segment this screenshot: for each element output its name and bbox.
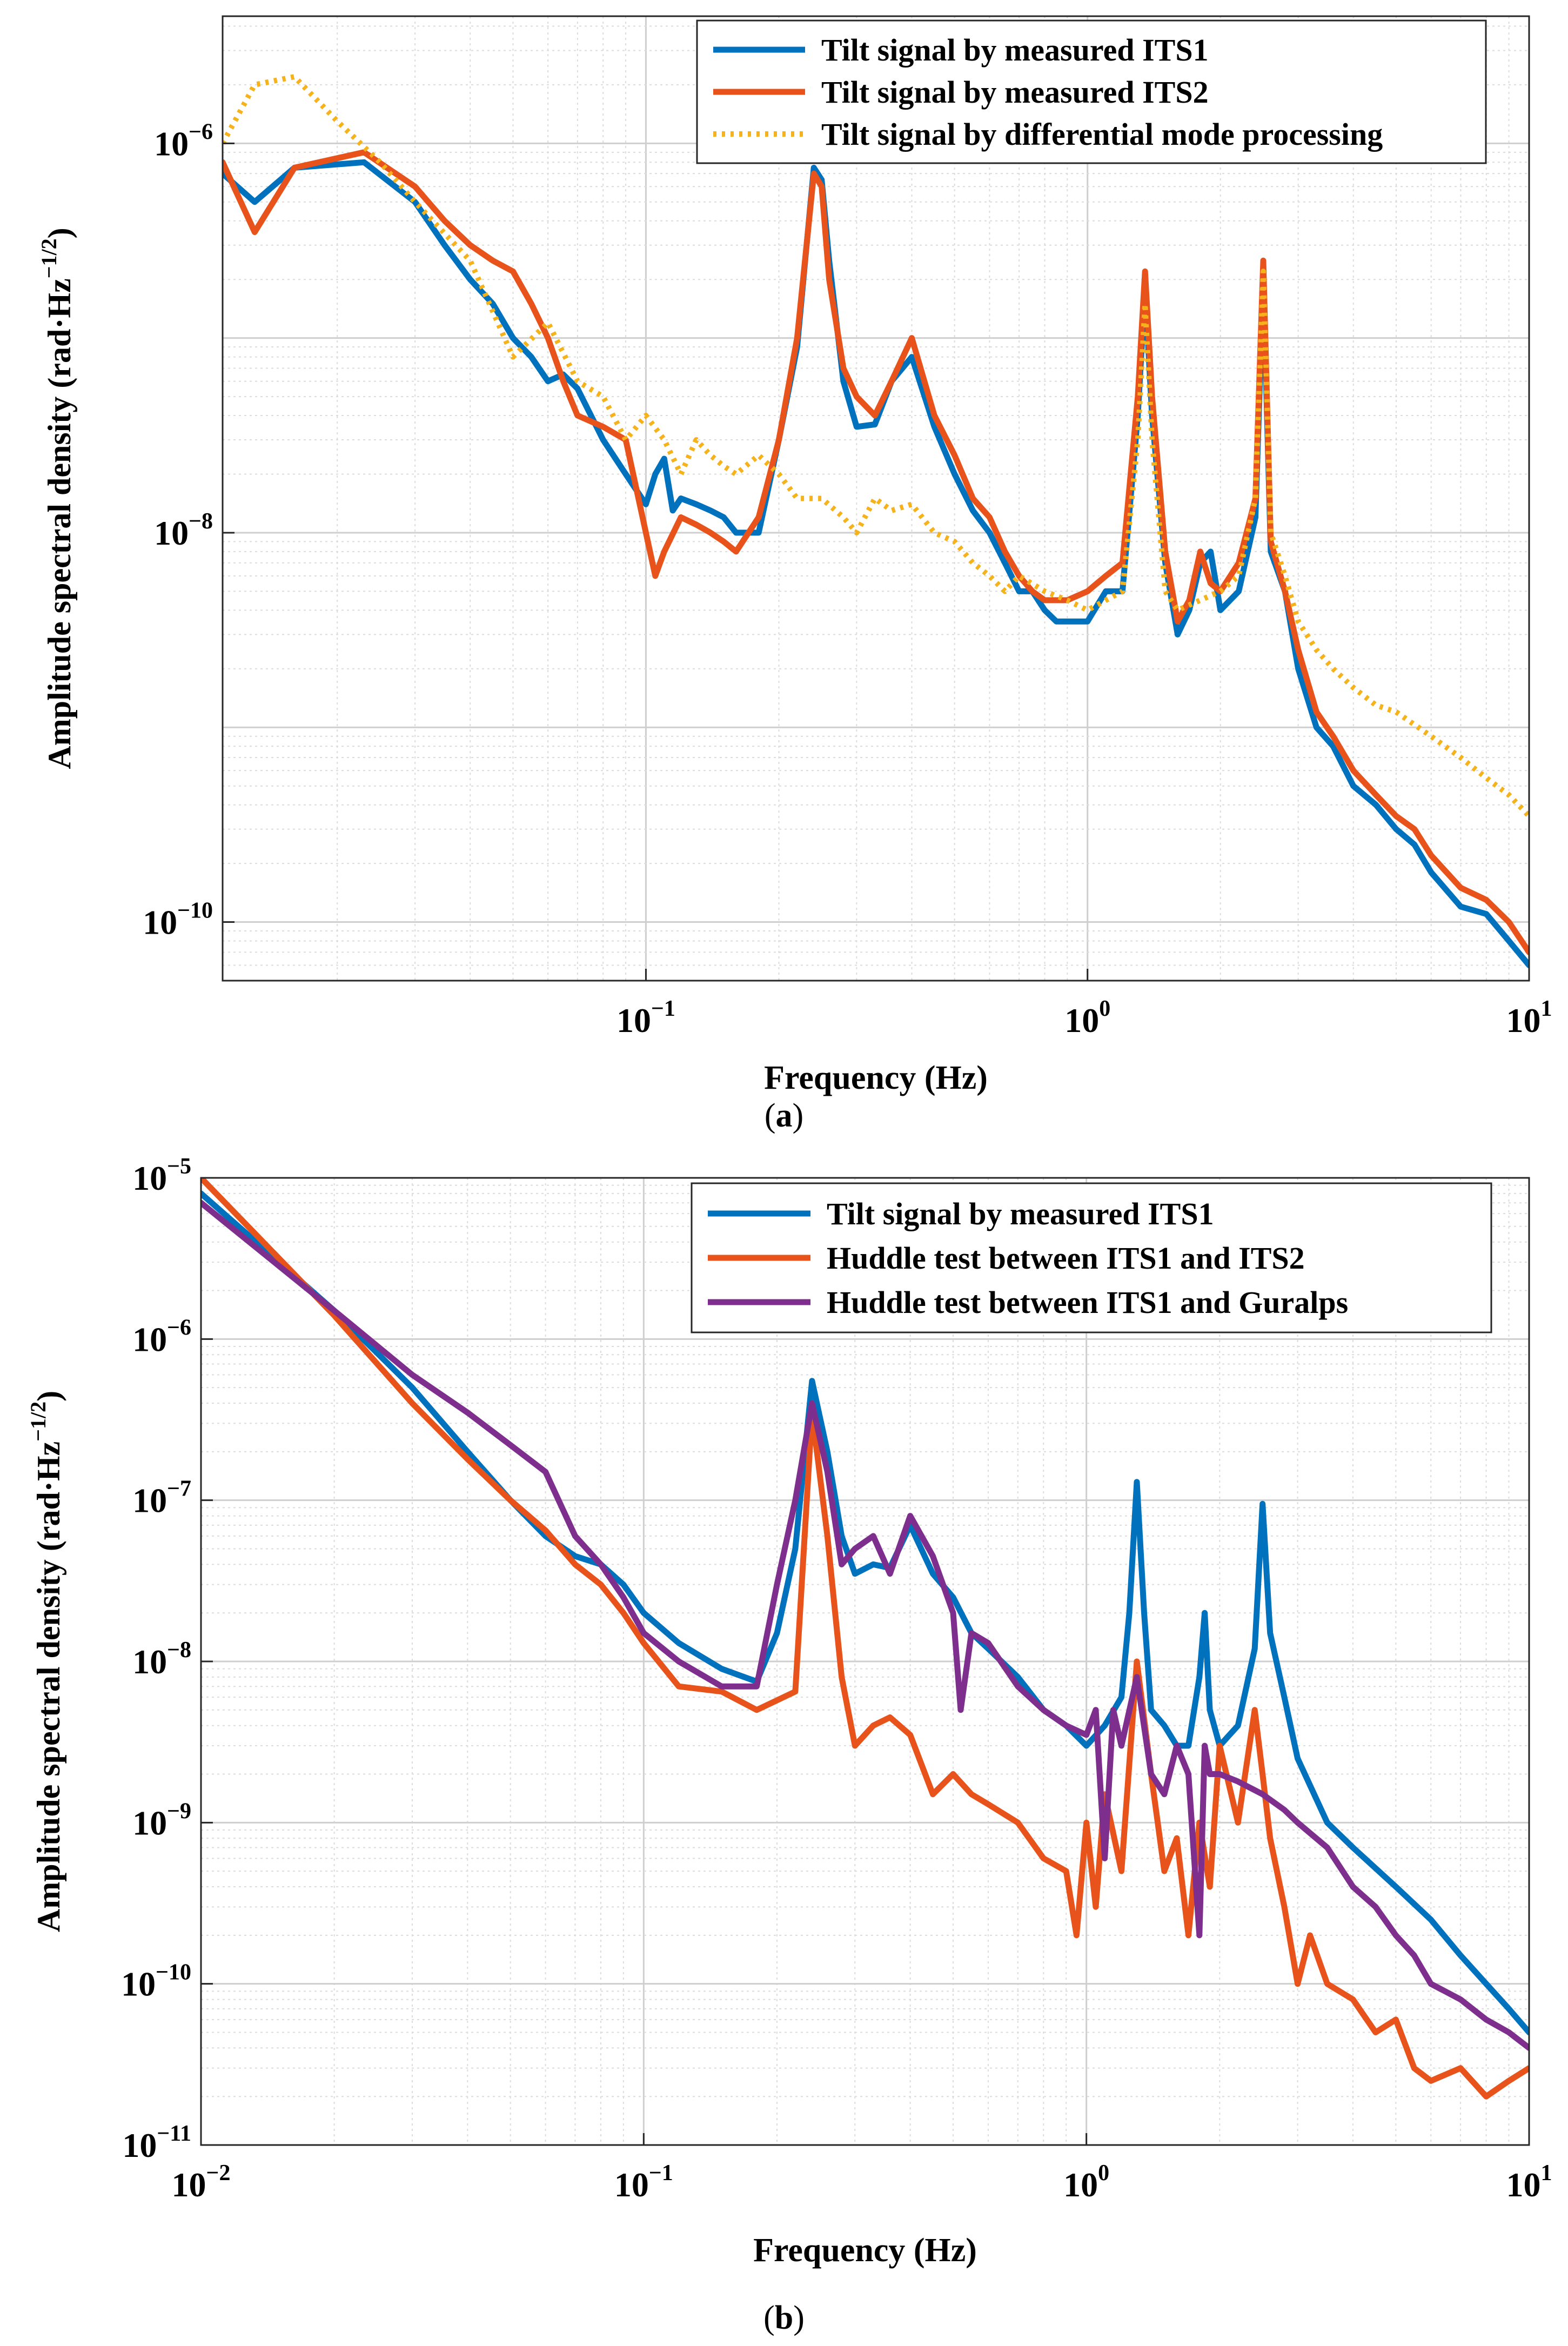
legend-box xyxy=(696,19,1487,164)
x-tick-label: 100 xyxy=(1063,2161,1109,2204)
x-tick-label: 10−1 xyxy=(614,2161,673,2204)
y-axis-label: Amplitude spectral density (rad·Hz−1/2) xyxy=(37,227,77,769)
y-tick-label: 10−10 xyxy=(121,1960,191,2003)
legend-label-2: Huddle test between ITS1 and ITS2 xyxy=(827,1241,1305,1276)
y-tick-label: 10−8 xyxy=(154,509,213,552)
legend-label-1: Tilt signal by measured ITS1 xyxy=(827,1196,1214,1231)
series-line-2 xyxy=(223,149,1529,955)
x-tick-label: 10−1 xyxy=(617,996,675,1040)
legend: Tilt signal by measured ITS1 Huddle test … xyxy=(691,1182,1492,1333)
y-tick-label: 10−8 xyxy=(132,1638,191,1681)
series-line-3 xyxy=(201,1199,1529,2051)
y-tick-label: 10−5 xyxy=(132,1154,191,1197)
legend-label-3: Tilt signal by differential mode process… xyxy=(821,117,1383,152)
panel-b-chart: 10−2 10−1 100 101 10−11 10−10 10−9 10−8 10−7 10−6… xyxy=(26,1154,1552,2269)
axes-frame xyxy=(222,15,1530,982)
legend-box xyxy=(691,1182,1492,1333)
y-tick-label: 10−9 xyxy=(132,1799,191,1842)
legend: Tilt signal by measured ITS1 Tilt signal … xyxy=(696,19,1487,164)
caption-b: (b) xyxy=(763,2300,805,2336)
series-line-3 xyxy=(223,74,1529,818)
caption-a: (a) xyxy=(764,1097,804,1134)
x-tick-label: 101 xyxy=(1506,2161,1552,2204)
y-axis-label: Amplitude spectral density (rad·Hz−1/2) xyxy=(26,1391,66,1932)
x-axis-label: Frequency (Hz) xyxy=(753,2232,977,2269)
x-tick-label: 10−2 xyxy=(172,2161,231,2204)
y-tick-label: 10−11 xyxy=(122,2121,191,2164)
legend-label-1: Tilt signal by measured ITS1 xyxy=(821,32,1209,68)
x-tick-label: 100 xyxy=(1064,996,1110,1040)
grid xyxy=(223,16,1529,981)
y-tick-label: 10−6 xyxy=(154,119,213,163)
x-tick-label: 101 xyxy=(1506,996,1552,1040)
series-line-2 xyxy=(201,1178,1529,2100)
legend-label-2: Tilt signal by measured ITS2 xyxy=(821,75,1209,110)
y-tick-label: 10−10 xyxy=(143,899,213,942)
panel-a-chart: 10−1 100 101 10−10 10−8 10−6 Frequency (Hz) Amp… xyxy=(37,15,1552,1096)
x-axis-label: Frequency (Hz) xyxy=(764,1060,988,1096)
legend-label-3: Huddle test between ITS1 and Guralps xyxy=(827,1285,1348,1320)
y-tick-label: 10−6 xyxy=(132,1315,191,1358)
plot-area xyxy=(223,16,1529,981)
y-tick-label: 10−7 xyxy=(132,1477,191,1520)
